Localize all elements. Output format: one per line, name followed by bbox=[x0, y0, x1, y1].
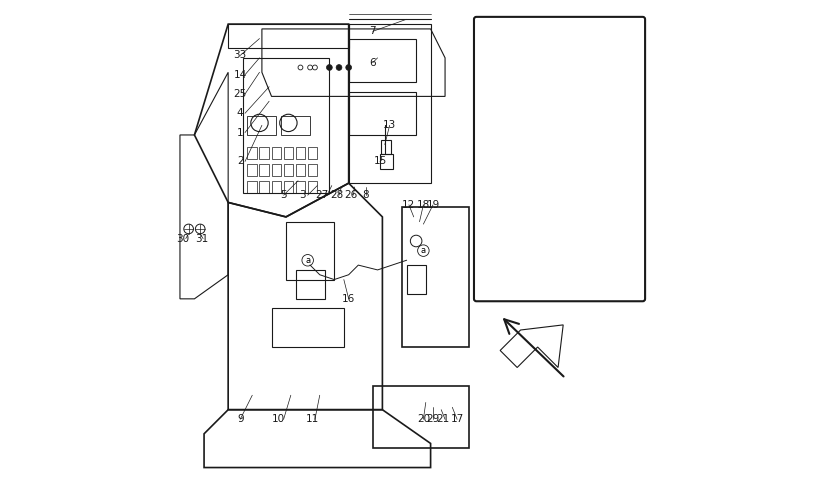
Bar bbox=[296, 181, 305, 193]
Bar bbox=[539, 183, 563, 231]
Text: 8: 8 bbox=[363, 190, 369, 200]
Text: 25: 25 bbox=[233, 89, 247, 99]
Text: 13: 13 bbox=[383, 120, 396, 130]
Bar bbox=[259, 181, 269, 193]
Text: 24: 24 bbox=[480, 120, 493, 130]
Text: 23: 23 bbox=[620, 46, 633, 55]
Text: a: a bbox=[421, 246, 426, 255]
Bar bbox=[272, 308, 344, 347]
Bar bbox=[247, 116, 276, 135]
Bar bbox=[259, 147, 269, 159]
Bar bbox=[284, 164, 293, 176]
Bar bbox=[307, 147, 317, 159]
Text: 19: 19 bbox=[426, 200, 440, 210]
Bar bbox=[296, 164, 305, 176]
Text: 25: 25 bbox=[480, 147, 493, 157]
Bar bbox=[247, 164, 257, 176]
Bar bbox=[307, 164, 317, 176]
Text: 20: 20 bbox=[417, 415, 430, 424]
Bar bbox=[242, 58, 329, 193]
Text: 22: 22 bbox=[480, 82, 493, 92]
Text: 21: 21 bbox=[436, 415, 450, 424]
Text: 10: 10 bbox=[272, 415, 285, 424]
Circle shape bbox=[346, 65, 351, 70]
Text: 1: 1 bbox=[237, 128, 244, 137]
Bar bbox=[247, 181, 257, 193]
Bar bbox=[349, 92, 416, 135]
Bar bbox=[272, 164, 281, 176]
Text: 31: 31 bbox=[195, 234, 208, 243]
Bar bbox=[247, 147, 257, 159]
Bar bbox=[381, 140, 391, 154]
Text: 32: 32 bbox=[480, 55, 493, 65]
Circle shape bbox=[327, 65, 333, 70]
Bar bbox=[272, 147, 281, 159]
Circle shape bbox=[336, 65, 342, 70]
Bar bbox=[506, 183, 529, 231]
Text: 30: 30 bbox=[176, 234, 189, 243]
Text: 11: 11 bbox=[306, 415, 320, 424]
Bar bbox=[573, 183, 597, 231]
Text: 14: 14 bbox=[233, 70, 247, 80]
Text: 26: 26 bbox=[345, 190, 358, 200]
Text: 17: 17 bbox=[450, 415, 463, 424]
Text: 15: 15 bbox=[373, 157, 387, 166]
Bar bbox=[307, 181, 317, 193]
Text: 18: 18 bbox=[417, 200, 430, 210]
Bar bbox=[259, 164, 269, 176]
Text: 5: 5 bbox=[280, 190, 287, 200]
Bar bbox=[272, 181, 281, 193]
Bar bbox=[349, 39, 416, 82]
Text: 4: 4 bbox=[237, 108, 244, 118]
Text: 29: 29 bbox=[426, 415, 440, 424]
Circle shape bbox=[517, 62, 523, 68]
Text: 33: 33 bbox=[233, 51, 247, 60]
FancyBboxPatch shape bbox=[474, 17, 645, 301]
Text: a: a bbox=[305, 256, 311, 265]
Bar bbox=[380, 154, 393, 169]
Text: 3: 3 bbox=[299, 190, 307, 200]
Bar bbox=[406, 265, 426, 294]
Text: Valid for USA from M.Y. 90: Valid for USA from M.Y. 90 bbox=[481, 263, 636, 272]
Text: 28: 28 bbox=[330, 190, 343, 200]
Bar bbox=[296, 270, 324, 299]
Bar bbox=[284, 147, 293, 159]
Bar bbox=[296, 147, 305, 159]
Text: 16: 16 bbox=[342, 294, 355, 304]
Text: 6: 6 bbox=[369, 58, 376, 67]
Text: 2: 2 bbox=[237, 157, 244, 166]
Text: 12: 12 bbox=[402, 200, 415, 210]
Bar bbox=[286, 222, 334, 280]
Bar bbox=[281, 116, 310, 135]
Text: 9: 9 bbox=[237, 415, 244, 424]
Bar bbox=[284, 181, 293, 193]
Text: 7: 7 bbox=[369, 27, 376, 36]
Text: Vale per USA dal M.Y. 90: Vale per USA dal M.Y. 90 bbox=[481, 231, 625, 241]
Text: 27: 27 bbox=[315, 190, 328, 200]
